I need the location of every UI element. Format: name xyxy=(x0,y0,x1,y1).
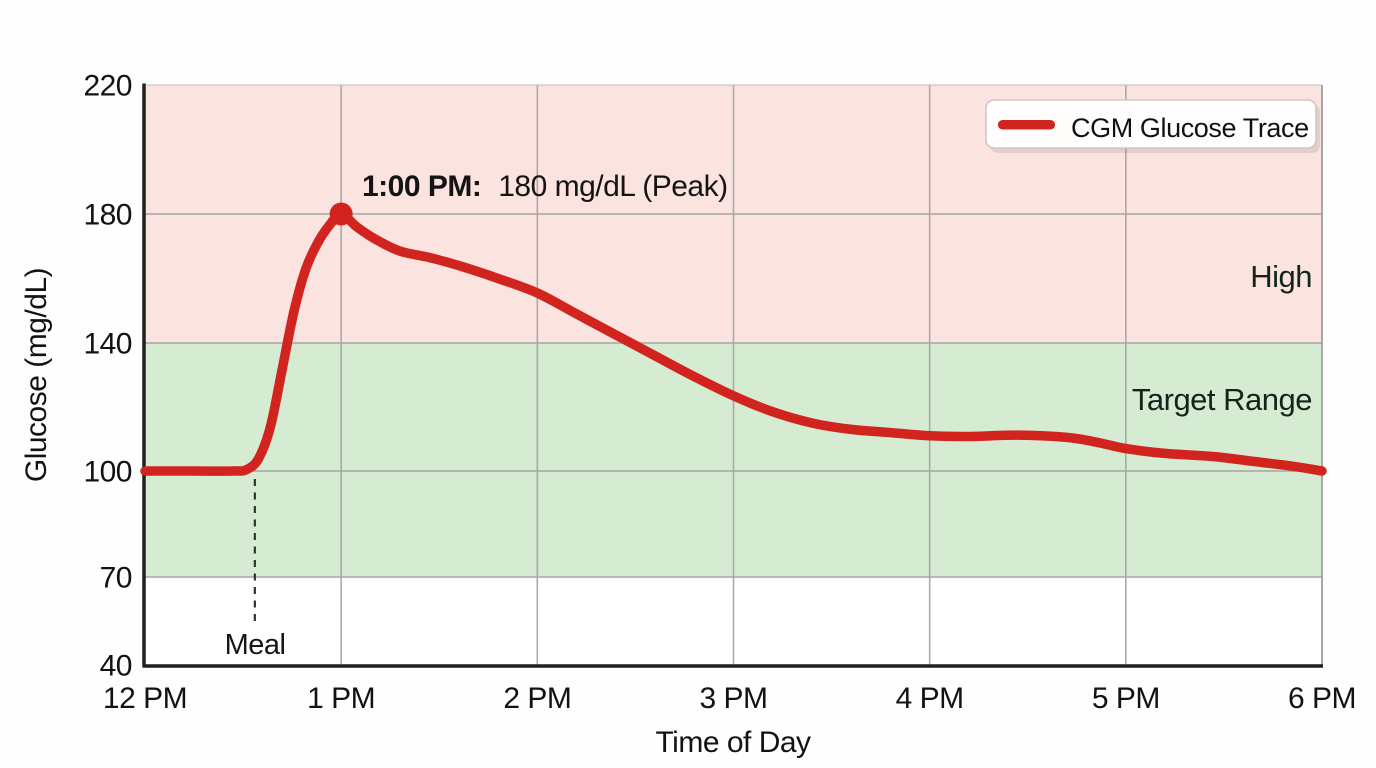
y-tick-label-70: 70 xyxy=(100,562,132,595)
y-axis-title: Glucose (mg/dL) xyxy=(20,268,53,482)
glucose-trace-line xyxy=(140,209,1327,476)
peak-point-marker xyxy=(329,202,353,226)
legend-box xyxy=(985,99,1317,149)
x-tick-label-5-pm: 5 PM xyxy=(1092,682,1160,715)
y-tick-label-180: 180 xyxy=(83,199,132,232)
meal-label: Meal xyxy=(225,629,286,661)
x-tick-label-6-pm: 6 PM xyxy=(1288,682,1356,715)
x-tick-label-3-pm: 3 PM xyxy=(699,682,767,715)
band-label-target-range: Target Range xyxy=(1132,382,1312,417)
peak-annotation-time: 1:00 PM: xyxy=(362,170,481,203)
chart-spines xyxy=(142,83,1323,668)
legend-label: CGM Glucose Trace xyxy=(1071,113,1309,143)
x-tick-label-2-pm: 2 PM xyxy=(503,682,571,715)
legend-swatch-cgm-trace xyxy=(998,120,1055,130)
x-axis-title: Time of Day xyxy=(655,726,811,759)
y-tick-label-220: 220 xyxy=(83,70,132,103)
peak-annotation: 1:00 PM: 180 mg/dL (Peak) xyxy=(362,170,728,203)
x-axis-tick-labels: 12 PM 1 PM 2 PM 3 PM 4 PM 5 PM 6 PM xyxy=(103,682,1357,715)
x-tick-label-1-pm: 1 PM xyxy=(307,682,375,715)
x-tick-label-12-pm: 12 PM xyxy=(103,682,187,715)
y-tick-label-100: 100 xyxy=(83,456,132,489)
y-tick-label-40: 40 xyxy=(100,650,132,683)
x-tick-label-4-pm: 4 PM xyxy=(896,682,964,715)
y-tick-label-140: 140 xyxy=(83,328,132,361)
y-axis-tick-labels: 40 70 100 140 180 220 xyxy=(83,70,132,683)
peak-annotation-value: 180 mg/dL (Peak) xyxy=(498,170,727,203)
legend: CGM Glucose Trace xyxy=(985,99,1320,153)
band-label-high: High xyxy=(1250,259,1312,294)
